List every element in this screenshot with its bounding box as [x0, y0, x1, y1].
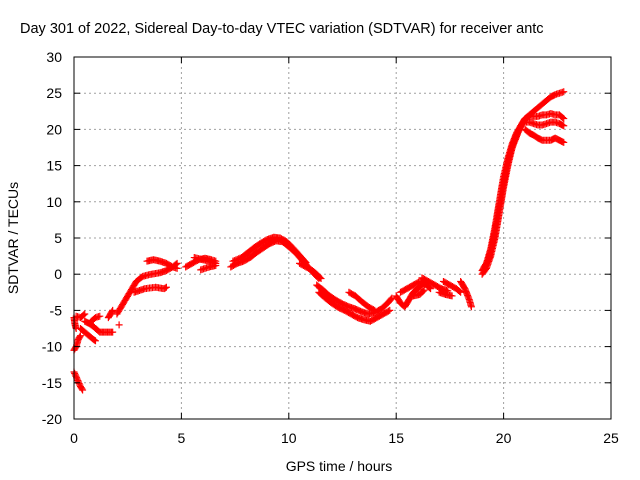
data-point: [96, 312, 104, 320]
y-tick-label: 10: [46, 194, 62, 210]
data-point: [316, 273, 324, 281]
data-point: [387, 295, 395, 303]
data-point: [80, 311, 88, 319]
data-point: [91, 337, 99, 345]
data-point: [560, 138, 568, 146]
y-tick-label: -20: [42, 411, 62, 427]
data-point: [559, 114, 567, 122]
x-tick-label: 25: [603, 430, 619, 446]
axis-ticks: 0 5 10 15 20 25 -20 -15 -10 -5 0 5 10 15 20 25 30: [42, 49, 619, 446]
data-point: [109, 306, 117, 314]
data-point: [456, 287, 464, 295]
grid: [74, 57, 611, 419]
data-point: [420, 286, 428, 294]
x-tick-label: 20: [496, 430, 512, 446]
data-point: [173, 264, 181, 272]
x-tick-label: 0: [70, 430, 78, 446]
data-point: [519, 118, 527, 126]
data-point: [560, 115, 568, 123]
data-point: [384, 307, 392, 315]
data-series-sdtvar: [70, 88, 568, 394]
data-point: [90, 336, 98, 344]
data-point: [448, 292, 456, 300]
data-point: [369, 306, 377, 314]
x-tick-label: 5: [178, 430, 186, 446]
data-point: [518, 119, 526, 127]
y-tick-label: 0: [54, 266, 62, 282]
y-tick-label: -5: [50, 302, 63, 318]
chart-title: Day 301 of 2022, Sidereal Day-to-day VTE…: [20, 21, 544, 37]
y-tick-label: 5: [54, 230, 62, 246]
data-point: [109, 328, 117, 336]
data-point: [115, 321, 123, 329]
data-point: [419, 287, 427, 295]
y-tick-label: -15: [42, 375, 62, 391]
y-tick-label: 25: [46, 85, 62, 101]
x-tick-label: 15: [388, 430, 404, 446]
data-point: [78, 385, 86, 393]
data-point: [317, 275, 325, 283]
data-point: [212, 262, 220, 270]
data-point: [371, 306, 379, 314]
x-tick-label: 10: [281, 430, 297, 446]
data-point: [560, 122, 568, 130]
data-point: [386, 306, 394, 314]
y-tick-label: -10: [42, 339, 62, 355]
y-tick-label: 15: [46, 158, 62, 174]
data-point: [162, 283, 170, 291]
y-axis-title: SDTVAR / TECUs: [5, 182, 21, 294]
data-point: [457, 288, 465, 296]
data-point: [108, 308, 116, 316]
data-point: [76, 332, 84, 340]
data-point: [79, 386, 87, 394]
y-tick-label: 30: [46, 49, 62, 65]
data-point: [560, 88, 568, 96]
data-point: [161, 284, 169, 292]
data-point: [467, 303, 475, 311]
data-point: [81, 310, 89, 318]
y-tick-label: 20: [46, 121, 62, 137]
data-point: [76, 333, 84, 341]
x-axis-title: GPS time / hours: [286, 458, 393, 474]
